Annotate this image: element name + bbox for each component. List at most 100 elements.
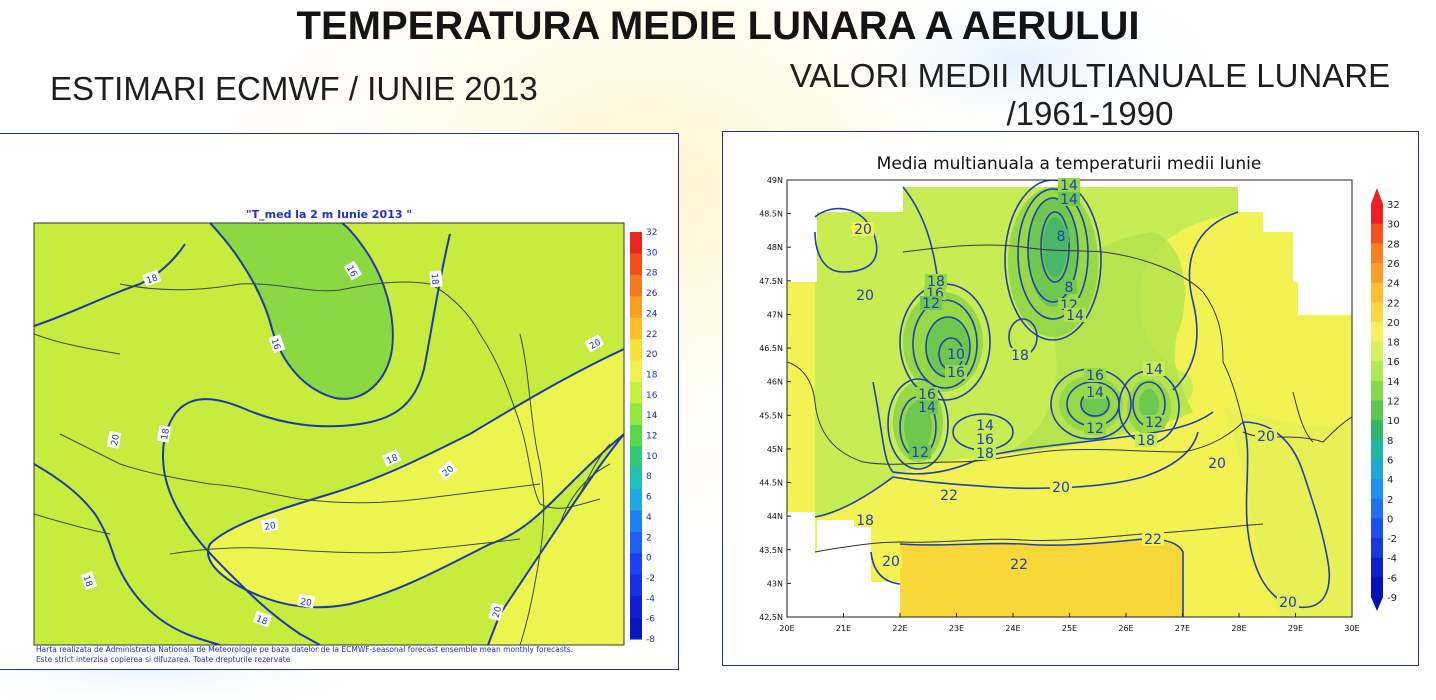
legend-swatch bbox=[630, 510, 642, 533]
y-tick-label: 43N bbox=[767, 579, 783, 588]
colorbar-swatch bbox=[1371, 223, 1383, 244]
right-map-title: Media multianuala a temperaturii medii I… bbox=[877, 154, 1262, 174]
colorbar-swatch bbox=[1371, 479, 1383, 500]
colorbar-label: 28 bbox=[1387, 239, 1400, 250]
legend-label: 14 bbox=[646, 411, 658, 421]
y-tick-label: 45N bbox=[767, 445, 783, 454]
contour-label: 14 bbox=[1060, 178, 1078, 194]
x-tick-label: 24E bbox=[1005, 624, 1020, 633]
contour-label: 14 bbox=[1145, 362, 1163, 378]
legend-label: -2 bbox=[646, 574, 655, 584]
colorbar-label: 12 bbox=[1387, 397, 1400, 408]
legend-label: 32 bbox=[646, 228, 657, 238]
right-subtitle-line1: VALORI MEDII MULTIANUALE LUNARE bbox=[789, 57, 1391, 94]
colorbar-swatch bbox=[1371, 321, 1383, 343]
y-tick-label: 45.5N bbox=[759, 411, 783, 420]
colorbar-label: -6 bbox=[1387, 573, 1397, 584]
contour-label: 22 bbox=[940, 488, 958, 504]
contour-label: 18 bbox=[145, 273, 159, 286]
colorbar-swatch bbox=[1371, 302, 1383, 323]
colorbar-label: 2 bbox=[1387, 495, 1393, 506]
legend-swatch bbox=[630, 339, 642, 362]
colorbar-swatch bbox=[1371, 459, 1383, 480]
contour-label: 8 bbox=[1065, 280, 1074, 296]
legend-label: 28 bbox=[646, 269, 658, 279]
colorbar-label: 30 bbox=[1387, 220, 1400, 231]
colorbar-swatch bbox=[1371, 577, 1383, 598]
legend-label: 20 bbox=[646, 350, 658, 360]
colorbar-swatch bbox=[1371, 498, 1383, 519]
y-tick-label: 46N bbox=[767, 378, 783, 387]
left-contour-labels: 18 16 16 18 20 20 20 18 18 20 20 20 18 1… bbox=[80, 260, 605, 628]
left-map-fields bbox=[34, 223, 624, 645]
legend-label: 4 bbox=[646, 513, 652, 523]
colorbar-label: 10 bbox=[1387, 416, 1400, 427]
colorbar-swatch bbox=[1371, 282, 1383, 303]
colorbar-label: 14 bbox=[1387, 377, 1400, 388]
contour-label: 20 bbox=[299, 597, 312, 609]
contour-label: 12 bbox=[922, 296, 940, 312]
legend-swatch bbox=[630, 381, 642, 404]
multiannual-mean-map: Media multianuala a temperaturii medii I… bbox=[759, 154, 1400, 633]
x-tick-label: 26E bbox=[1118, 624, 1133, 633]
legend-swatch bbox=[630, 296, 642, 319]
contour-label: 20 bbox=[1052, 480, 1070, 496]
colorbar-label: 6 bbox=[1387, 455, 1393, 466]
x-tick-label: 22E bbox=[892, 624, 907, 633]
legend-label: 6 bbox=[646, 493, 652, 503]
legend-label: 24 bbox=[646, 309, 658, 319]
legend-label: 16 bbox=[646, 391, 658, 401]
y-tick-label: 48.5N bbox=[759, 210, 783, 219]
x-tick-label: 27E bbox=[1175, 624, 1190, 633]
contour-label: 14 bbox=[1086, 385, 1104, 401]
contour-label: 12 bbox=[1145, 415, 1163, 431]
contour-label: 14 bbox=[976, 418, 994, 434]
x-tick-label: 25E bbox=[1062, 624, 1077, 633]
x-tick-label: 28E bbox=[1231, 624, 1246, 633]
colorbar-swatch bbox=[1371, 420, 1383, 441]
legend-swatch bbox=[630, 253, 642, 276]
legend-label: 22 bbox=[646, 330, 657, 340]
contour-label: 16 bbox=[1086, 368, 1104, 384]
legend-swatch bbox=[630, 446, 642, 469]
contour-label: 18 bbox=[976, 446, 994, 462]
contour-label: 20 bbox=[882, 554, 900, 570]
contour-label: 18 bbox=[1137, 433, 1155, 449]
colorbar-label: 0 bbox=[1387, 514, 1393, 525]
colorbar-swatch bbox=[1371, 380, 1383, 401]
legend-swatch bbox=[630, 617, 642, 640]
colorbar-swatch bbox=[1371, 341, 1383, 362]
colorbar-swatch bbox=[1371, 439, 1383, 460]
contour-label: 20 bbox=[1279, 595, 1297, 611]
legend-swatch bbox=[630, 403, 642, 426]
legend-swatch bbox=[630, 531, 642, 554]
legend-swatch bbox=[630, 424, 642, 447]
colorbar-swatch bbox=[1371, 518, 1383, 539]
contour-label: 18 bbox=[856, 513, 874, 529]
colorbar-label: 32 bbox=[1387, 200, 1400, 211]
colorbar-label: 8 bbox=[1387, 436, 1393, 447]
colorbar-label: 4 bbox=[1387, 475, 1393, 486]
contour-label: 18 bbox=[160, 427, 172, 440]
colorbar-swatch bbox=[1371, 400, 1383, 421]
contour-label: 10 bbox=[947, 347, 965, 363]
contour-label: 20 bbox=[854, 222, 872, 238]
y-tick-label: 46.5N bbox=[759, 344, 783, 353]
legend-swatch bbox=[630, 553, 642, 576]
page-title: TEMPERATURA MEDIE LUNARA A AERULUI bbox=[296, 4, 1140, 48]
contour-label: 14 bbox=[1066, 308, 1084, 324]
right-map-x-axis: 20E 21E 22E 23E 24E 25E 26E 27E 28E 29E 30E bbox=[779, 613, 1360, 633]
colorbar-label: -9 bbox=[1387, 593, 1397, 604]
multiannual-mean-map-panel: Media multianuala a temperaturii medii I… bbox=[722, 131, 1419, 666]
left-footer-line2: Este strict interzisa copierea si difuza… bbox=[36, 655, 291, 664]
legend-label: -8 bbox=[646, 635, 655, 645]
contour-label: 20 bbox=[856, 288, 874, 304]
legend-label: -6 bbox=[646, 615, 655, 625]
colorbar-label: 26 bbox=[1387, 259, 1400, 270]
legend-swatch bbox=[630, 232, 642, 254]
colorbar-label: -4 bbox=[1387, 554, 1397, 565]
y-tick-label: 48N bbox=[767, 243, 783, 252]
colorbar-swatch bbox=[1371, 557, 1383, 578]
left-subtitle: ESTIMARI ECMWF / IUNIE 2013 bbox=[50, 70, 538, 107]
